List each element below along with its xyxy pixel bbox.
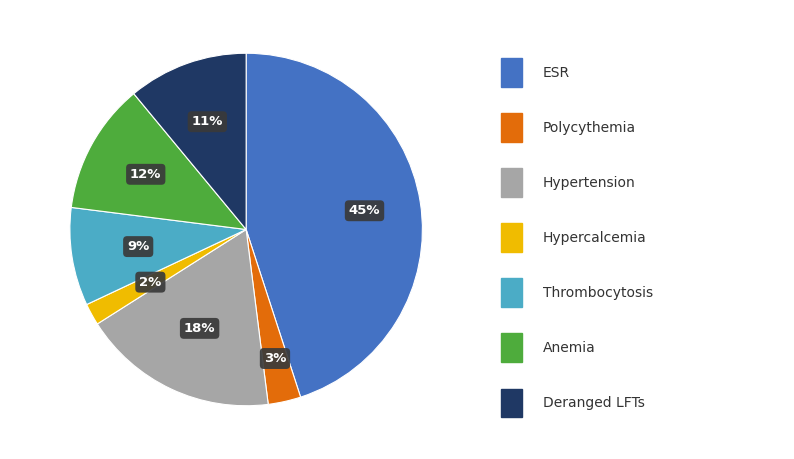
Wedge shape xyxy=(246,230,301,404)
Text: 2%: 2% xyxy=(139,276,161,289)
Text: 18%: 18% xyxy=(184,322,215,335)
Text: 11%: 11% xyxy=(191,115,223,128)
Text: Deranged LFTs: Deranged LFTs xyxy=(543,396,645,410)
Bar xyxy=(500,224,522,252)
Wedge shape xyxy=(71,94,246,230)
Bar xyxy=(500,388,522,418)
Text: 45%: 45% xyxy=(349,204,380,217)
Wedge shape xyxy=(246,53,422,397)
Bar xyxy=(500,333,522,363)
Text: Polycythemia: Polycythemia xyxy=(543,121,636,134)
Text: 9%: 9% xyxy=(127,240,149,253)
Text: Hypercalcemia: Hypercalcemia xyxy=(543,231,646,245)
Wedge shape xyxy=(98,230,268,406)
Bar xyxy=(500,113,522,142)
Bar xyxy=(500,278,522,308)
Text: 3%: 3% xyxy=(264,352,286,365)
Wedge shape xyxy=(70,207,246,304)
Wedge shape xyxy=(87,230,246,324)
Bar xyxy=(500,58,522,87)
Text: 12%: 12% xyxy=(130,168,161,181)
Bar xyxy=(500,168,522,197)
Text: Thrombocytosis: Thrombocytosis xyxy=(543,286,653,300)
Text: ESR: ESR xyxy=(543,66,570,79)
Text: Anemia: Anemia xyxy=(543,341,596,355)
Wedge shape xyxy=(134,53,246,230)
Text: Hypertension: Hypertension xyxy=(543,176,635,190)
